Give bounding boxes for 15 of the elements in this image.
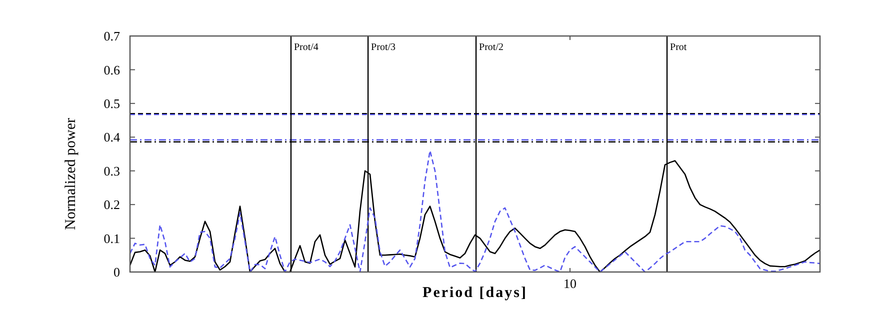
text: Prot/3: [371, 42, 396, 53]
y-tick-label: 0.5: [104, 96, 120, 111]
y-tick-label: 0: [114, 264, 120, 280]
y-tick-label: 0.3: [104, 163, 120, 178]
y-axis-title: Normalized power: [63, 118, 79, 230]
y-tick-label: 0.1: [104, 230, 120, 246]
y-tick-label: 0.4: [104, 130, 120, 145]
text: Prot/4: [294, 42, 318, 53]
y-tick-label: 0.6: [104, 62, 120, 78]
x-tick-label: 10: [564, 276, 576, 291]
y-tick-label: 0.7: [104, 28, 120, 44]
text: Prot/2: [479, 42, 504, 53]
x-axis-title: Period [days]: [422, 285, 528, 301]
y-tick-label: 0.2: [104, 197, 120, 212]
text: Prot: [670, 42, 687, 53]
